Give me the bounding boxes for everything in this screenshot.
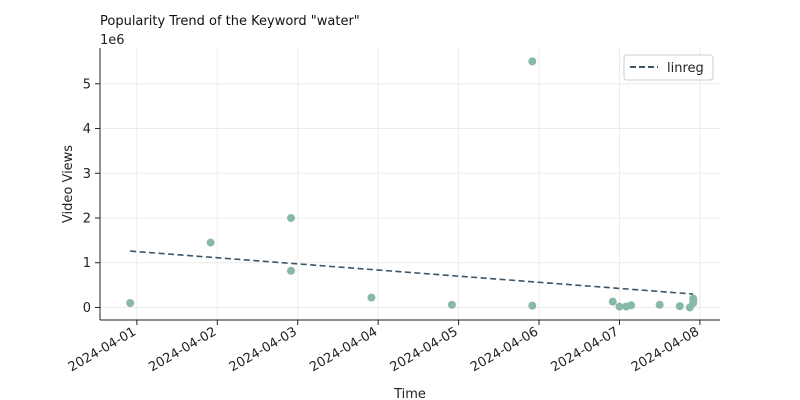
x-tick-label: 2024-04-03 <box>227 324 300 375</box>
data-point <box>287 214 296 222</box>
data-point <box>528 301 537 310</box>
x-ticks: 2024-04-01 2024-04-02 2024-04-03 2024-04-04… <box>66 320 702 375</box>
data-point <box>627 301 636 310</box>
data-point <box>655 300 664 309</box>
x-tick-label: 2024-04-05 <box>388 324 461 375</box>
y-scale-label: 1e6 <box>100 33 125 48</box>
x-axis-label: Time <box>393 387 426 400</box>
x-tick-label: 2024-04-02 <box>146 324 219 375</box>
legend: linreg <box>623 54 714 81</box>
x-tick-label: 2024-04-07 <box>549 324 622 375</box>
data-point <box>608 297 617 306</box>
x-tick-label: 2024-04-04 <box>307 324 380 375</box>
y-tick-label: 1 <box>83 256 91 271</box>
chart-title: Popularity Trend of the Keyword "water" <box>100 14 360 29</box>
y-tick-label: 4 <box>83 122 91 137</box>
y-tick-label: 2 <box>83 212 91 227</box>
y-ticks: 0 1 2 3 4 5 <box>83 77 100 316</box>
y-tick-label: 0 <box>83 301 91 316</box>
data-point <box>675 302 684 311</box>
data-point <box>206 238 215 247</box>
data-marks <box>126 57 698 312</box>
y-axis-label: Video Views <box>61 145 76 223</box>
x-tick-label: 2024-04-08 <box>629 324 702 375</box>
linreg-line <box>130 250 694 295</box>
data-point <box>367 293 376 302</box>
axes <box>99 48 720 321</box>
data-point <box>126 299 135 307</box>
grid <box>100 48 720 320</box>
data-point <box>689 294 698 303</box>
x-tick-label: 2024-04-01 <box>66 324 139 375</box>
x-tick-label: 2024-04-06 <box>468 324 541 375</box>
data-point <box>528 57 537 66</box>
y-tick-label: 5 <box>83 77 91 92</box>
data-point <box>287 266 296 275</box>
legend-linreg-label: linreg <box>667 61 704 76</box>
data-point <box>447 300 456 309</box>
legend-box <box>623 54 714 81</box>
data-point <box>615 302 624 311</box>
y-tick-label: 3 <box>83 167 91 182</box>
